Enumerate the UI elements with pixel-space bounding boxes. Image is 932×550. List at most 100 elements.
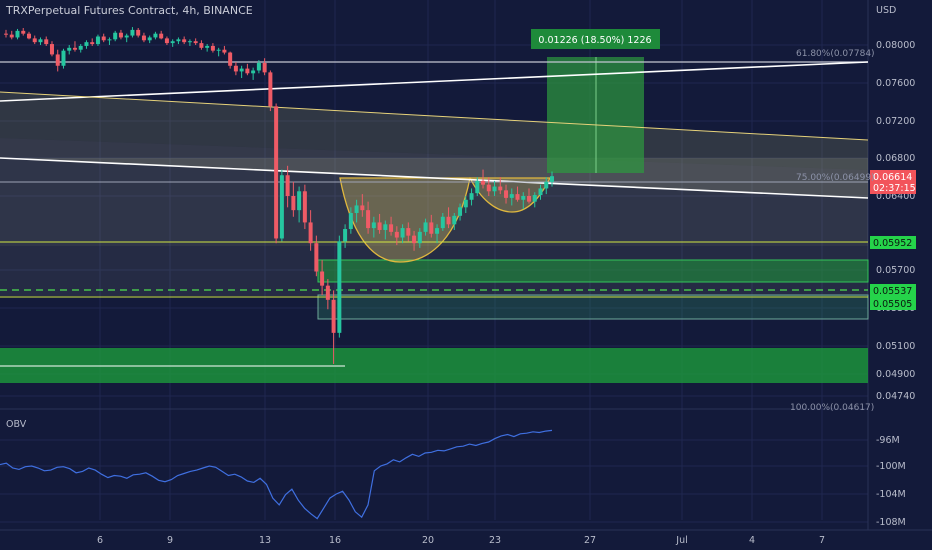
price-tag: 0.05952 [873, 238, 912, 249]
price-tag-bg [870, 236, 916, 249]
candle-body [216, 49, 221, 51]
candle-body [153, 33, 158, 38]
candle-body [268, 72, 273, 107]
channel-top [0, 91, 869, 141]
candle-body [337, 241, 342, 333]
candle-body [21, 30, 26, 34]
candle-body [44, 39, 49, 45]
candle-body [251, 70, 256, 74]
candle-body [406, 228, 411, 236]
candle-body [504, 190, 509, 198]
obv-title: OBV [6, 419, 27, 430]
price-tick: 0.05100 [876, 341, 915, 352]
candle-body [498, 186, 503, 191]
candle-body [371, 222, 376, 229]
time-axis: 6 9 13 16 20 23 27 Jul 4 7 [0, 529, 932, 546]
candle-body [210, 45, 215, 51]
candle-body [348, 212, 353, 230]
target-label: 0.01226 (18.50%) 1226 [538, 35, 651, 46]
price-tick: 0.08000 [876, 40, 915, 51]
candle-body [308, 222, 313, 244]
candle-body [141, 35, 146, 41]
candle-body [325, 285, 330, 300]
candle-body [170, 41, 175, 44]
candle-body [199, 43, 204, 48]
candle-body [124, 35, 129, 38]
candle-body [463, 199, 468, 208]
overlays: 0.01226 (18.50%) 1226 61.80%(0.07784) 75.… [531, 29, 875, 413]
candle-body [67, 47, 72, 51]
candle-body [538, 188, 543, 196]
time-tick: 27 [584, 535, 596, 546]
price-tick: 0.07200 [876, 116, 915, 127]
candle-body [331, 299, 336, 333]
candle-body [222, 49, 227, 53]
channel-band-upper [0, 92, 868, 170]
fib-label: 75.00%(0.06499) [796, 173, 875, 183]
target-label-box [531, 29, 660, 49]
candle-body [26, 33, 31, 39]
candle-body [274, 106, 279, 239]
time-tick: 9 [167, 535, 173, 546]
candle-body [320, 271, 325, 286]
candle-body [118, 32, 123, 38]
time-tick: 16 [329, 535, 341, 546]
candle-body [15, 30, 20, 38]
candle-body [377, 222, 382, 230]
candle-body [550, 176, 554, 182]
zones [0, 57, 869, 410]
candle-body [49, 44, 54, 55]
fib-label: 61.80%(0.07784) [796, 49, 875, 59]
candle-body [394, 231, 399, 238]
demand-zone-2 [317, 294, 869, 320]
time-tick: 4 [749, 535, 755, 546]
axis-background [868, 0, 932, 550]
candle-body [343, 229, 348, 242]
candle-body [159, 33, 164, 39]
time-tick: 13 [259, 535, 271, 546]
candle-body [182, 39, 187, 43]
candle-body [95, 36, 100, 45]
obv-axis: -96M -100M -104M -108M [876, 435, 906, 528]
price-tag: 0.05505 [873, 299, 912, 310]
candle-body [113, 32, 118, 40]
candle-body [452, 215, 457, 225]
obv-tick: -108M [876, 517, 906, 528]
candle-body [187, 41, 192, 43]
time-tick: 6 [97, 535, 103, 546]
fib-label: 100.00%(0.04617) [790, 403, 874, 413]
price-tick: 0.07600 [876, 78, 915, 89]
candle-body [475, 180, 480, 194]
candle-body [78, 45, 83, 50]
candle-body [136, 29, 141, 36]
obv-tick: -96M [876, 435, 900, 446]
candle-body [469, 193, 474, 200]
candle-body [509, 194, 514, 198]
candle-body [440, 216, 445, 229]
candle-body [193, 41, 198, 44]
time-tick: 20 [422, 535, 434, 546]
candle-body [360, 205, 365, 211]
obv-tick: -100M [876, 461, 906, 472]
candle-body [458, 207, 463, 216]
candle-body [446, 216, 451, 225]
candle-body [532, 195, 537, 202]
lower-trendline [0, 157, 869, 199]
time-tick: Jul [675, 535, 687, 546]
price-tick: 0.05700 [876, 265, 915, 276]
upper-trendline [0, 61, 869, 102]
price-tag-bg [870, 297, 916, 310]
chart-title: TRXPerpetual Futures Contract, 4h, BINAN… [6, 4, 253, 17]
price-tick: 0.04740 [876, 391, 915, 402]
candle-body [412, 235, 417, 244]
candle-body [61, 50, 66, 66]
channel-band-middle [0, 138, 868, 198]
candle-body [366, 210, 371, 229]
price-tag-bg [870, 170, 916, 194]
candle-body [84, 42, 89, 46]
candle-body [55, 54, 60, 66]
price-tick: 0.06800 [876, 153, 915, 164]
candle-body [107, 39, 112, 41]
candle-body [354, 205, 359, 213]
